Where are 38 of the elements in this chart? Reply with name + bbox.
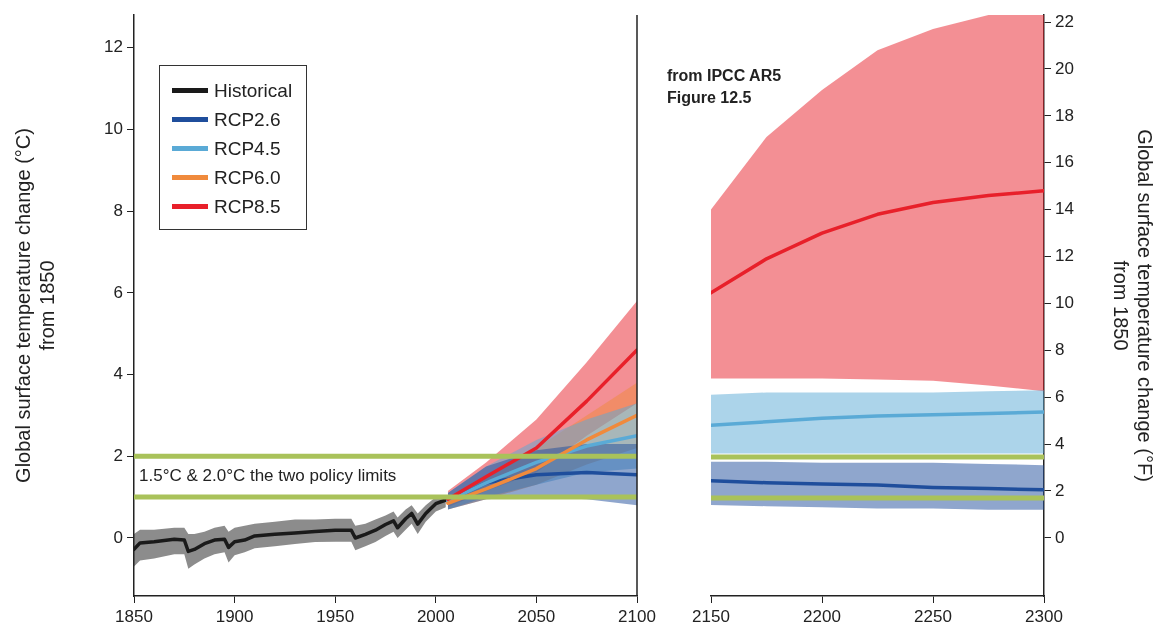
y-tick-label: 2: [113, 445, 123, 465]
annotation: 1.5°C & 2.0°C the two policy limits: [139, 466, 397, 486]
y-tick-label: 8: [113, 200, 123, 220]
x-tick-label: 2300: [1025, 606, 1063, 626]
y2-tick-label: 14: [1055, 199, 1074, 219]
y-tick-label: 12: [104, 37, 123, 57]
y-tick-label: 6: [113, 282, 123, 302]
y-tick-label: 0: [113, 527, 123, 547]
y2-tick-label: 20: [1055, 58, 1074, 78]
legend-label: RCP6.0: [214, 166, 281, 189]
y2-tick-label: 18: [1055, 105, 1074, 125]
y2-tick-label: 12: [1055, 246, 1074, 266]
x-tick-label: 1950: [316, 606, 355, 626]
y-tick-label: 10: [104, 119, 123, 139]
x-tick-label: 2000: [416, 606, 455, 626]
y2-tick-label: 4: [1055, 433, 1065, 453]
y2-tick-label: 2: [1055, 480, 1065, 500]
y-axis-title: Global surface temperature change (°C) from 1850: [11, 128, 58, 483]
y2-axis-title: Global surface temperature change (°F) from 1850: [1110, 129, 1157, 482]
x-tick-label: 2100: [618, 606, 656, 626]
x-tick-label: 2050: [517, 606, 556, 626]
y2-tick-label: 16: [1055, 152, 1074, 172]
y2-tick-label: 10: [1055, 293, 1074, 313]
x-tick-label: 2150: [692, 606, 730, 626]
legend-label: RCP4.5: [214, 137, 281, 160]
y2-tick-label: 6: [1055, 386, 1065, 406]
annotation: from IPCC AR5 Figure 12.5: [667, 67, 782, 107]
x-tick-label: 1900: [215, 606, 254, 626]
y2-tick-label: 22: [1055, 11, 1074, 31]
y2-tick-label: 8: [1055, 339, 1065, 359]
y-tick-label: 4: [113, 364, 123, 384]
legend-label: RCP8.5: [214, 195, 281, 218]
x-tick-label: 2250: [914, 606, 952, 626]
x-tick-label: 2200: [803, 606, 841, 626]
y2-tick-label: 0: [1055, 527, 1065, 547]
legend-label: RCP2.6: [214, 108, 281, 131]
x-tick-label: 1850: [115, 606, 153, 626]
legend-label: Historical: [214, 79, 293, 102]
